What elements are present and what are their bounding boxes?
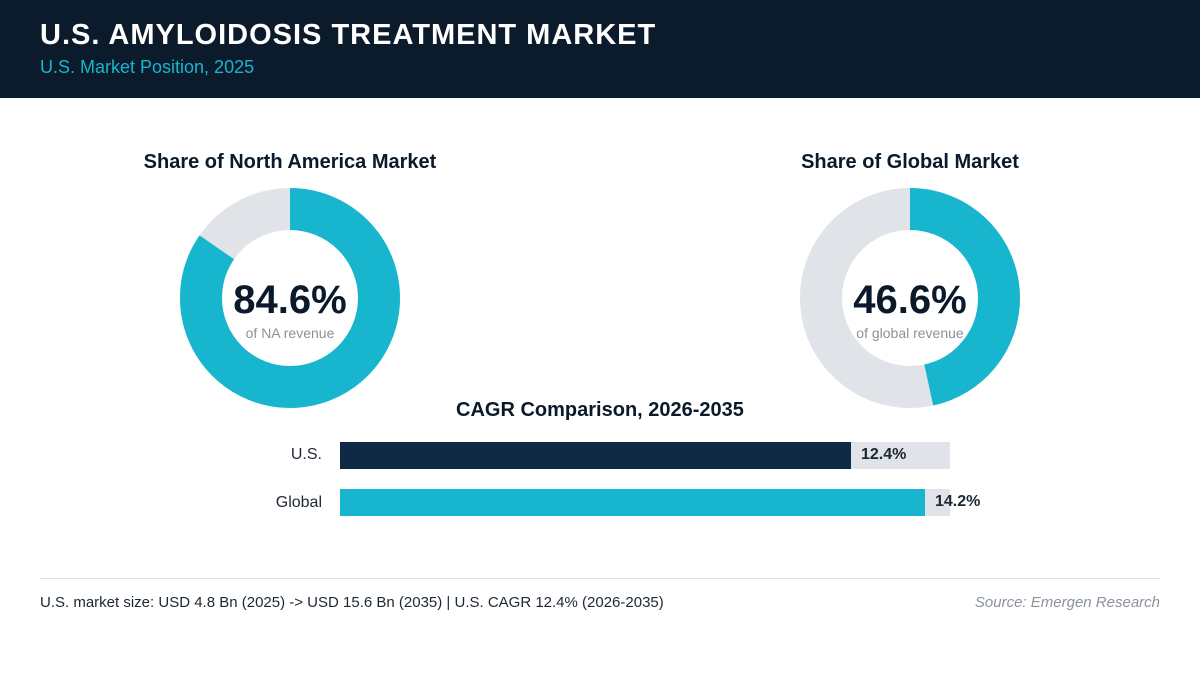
global-donut-slice: [800, 188, 1020, 408]
global-share-caption: of global revenue: [856, 325, 964, 341]
cagr-chart-title: CAGR Comparison, 2026-2035: [456, 399, 744, 421]
bar-global: [340, 489, 925, 516]
header-banner: U.S. AMYLOIDOSIS TREATMENT MARKET U.S. M…: [0, 0, 1200, 98]
na-donut-slice: [180, 188, 400, 408]
global-share-donut-chart: 46.6% of global revenue: [800, 188, 1020, 408]
bar-label-us: U.S.: [290, 446, 322, 463]
global-share-title: Share of Global Market: [801, 151, 1019, 173]
na-share-caption: of NA revenue: [246, 325, 335, 341]
page-subtitle: U.S. Market Position, 2025: [40, 57, 255, 77]
na-share-value: 84.6%: [233, 278, 346, 322]
na-share-title: Share of North America Market: [143, 151, 437, 173]
bar-track-global: 14.2%: [340, 489, 980, 516]
na-share-donut-chart: 84.6% of NA revenue: [180, 188, 400, 408]
source-credit: Source: Emergen Research: [974, 594, 1160, 611]
global-share-value: 46.6%: [853, 278, 966, 322]
bar-label-global: Global: [275, 494, 322, 511]
page-title: U.S. AMYLOIDOSIS TREATMENT MARKET: [40, 19, 657, 51]
bar-value-global: 14.2%: [935, 493, 981, 510]
bar-us: [340, 442, 851, 469]
market-size-note: U.S. market size: USD 4.8 Bn (2025) -> U…: [40, 594, 664, 611]
bar-track-us: 12.4%: [340, 442, 950, 469]
footer-divider: [40, 578, 1160, 579]
bar-value-us: 12.4%: [861, 446, 907, 463]
